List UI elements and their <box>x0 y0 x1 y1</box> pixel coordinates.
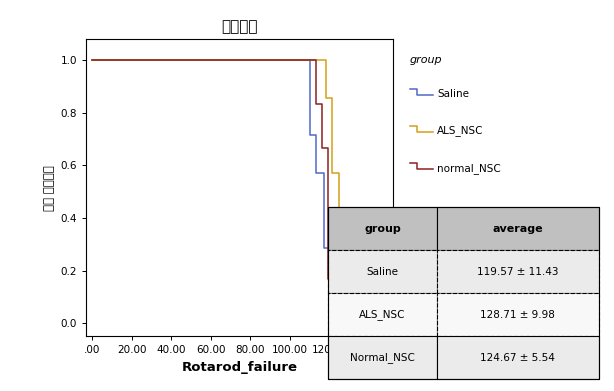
Text: ALS_NSC: ALS_NSC <box>359 309 406 320</box>
Saline <box>296 58 303 63</box>
Saline <box>328 321 335 325</box>
Y-axis label: 누적 생존함수: 누적 생존함수 <box>43 165 56 211</box>
Saline <box>88 58 96 63</box>
Saline <box>328 246 335 250</box>
FancyBboxPatch shape <box>328 207 437 250</box>
ALS_NSC <box>386 321 393 325</box>
FancyBboxPatch shape <box>328 336 437 379</box>
FancyBboxPatch shape <box>437 250 599 293</box>
Text: Saline: Saline <box>367 267 398 277</box>
Title: 생존함수: 생존함수 <box>221 19 258 34</box>
Text: group: group <box>410 55 442 65</box>
FancyBboxPatch shape <box>437 207 599 250</box>
Text: 128.71 ± 9.98: 128.71 ± 9.98 <box>480 310 555 320</box>
FancyBboxPatch shape <box>328 250 437 293</box>
Line: ALS_NSC: ALS_NSC <box>92 60 389 323</box>
Text: Normal_NSC: Normal_NSC <box>350 352 415 363</box>
X-axis label: Rotarod_failure: Rotarod_failure <box>182 361 297 374</box>
FancyBboxPatch shape <box>328 293 437 336</box>
Saline <box>312 170 319 175</box>
normal_NSC <box>88 58 96 63</box>
Text: ALS_NSC: ALS_NSC <box>437 126 484 136</box>
ALS_NSC <box>365 321 373 325</box>
normal_NSC <box>312 102 319 106</box>
ALS_NSC <box>336 246 343 250</box>
normal_NSC <box>306 58 314 63</box>
normal_NSC <box>318 145 325 150</box>
ALS_NSC <box>328 170 335 175</box>
ALS_NSC <box>88 58 96 63</box>
normal_NSC <box>324 277 332 282</box>
Saline <box>320 246 327 250</box>
Text: 119.57 ± 11.43: 119.57 ± 11.43 <box>477 267 558 277</box>
Text: group: group <box>364 224 401 234</box>
Saline <box>306 133 314 138</box>
Text: 124.67 ± 5.54: 124.67 ± 5.54 <box>480 353 555 363</box>
ALS_NSC <box>316 58 324 63</box>
Text: normal_NSC: normal_NSC <box>437 163 501 174</box>
ALS_NSC <box>365 283 373 288</box>
Line: normal_NSC: normal_NSC <box>92 60 389 323</box>
ALS_NSC <box>322 95 329 100</box>
FancyBboxPatch shape <box>437 336 599 379</box>
normal_NSC <box>330 321 337 325</box>
ALS_NSC <box>346 283 353 288</box>
Saline <box>386 321 393 325</box>
FancyBboxPatch shape <box>437 293 599 336</box>
normal_NSC <box>386 321 393 325</box>
Line: Saline: Saline <box>92 60 389 323</box>
Text: average: average <box>492 224 543 234</box>
Text: Saline: Saline <box>437 89 469 99</box>
